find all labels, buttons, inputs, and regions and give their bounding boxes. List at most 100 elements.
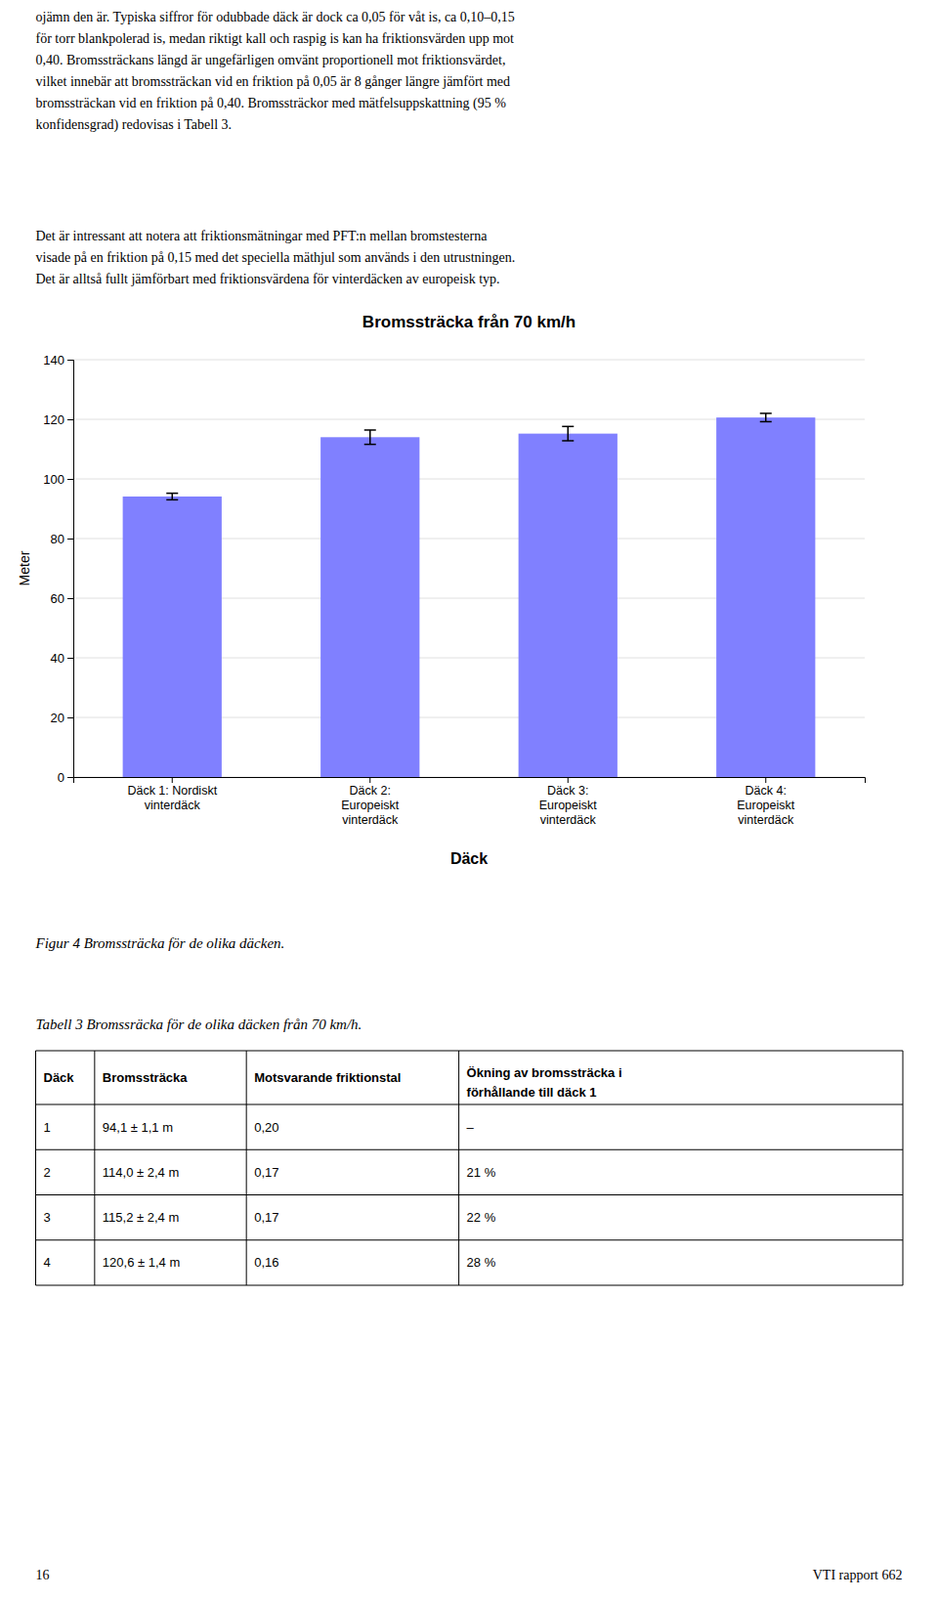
tick: 60 [50,591,74,606]
error-bar-cap [760,412,772,415]
error-bar-cap [561,439,574,442]
paragraph-line: bromssträckan vid en friktion på 0,40. B… [36,95,508,112]
table-cell: 115,2 ± 2,4 m [102,1209,179,1225]
table-cell: 21 % [467,1164,497,1180]
bar-chart: 0 20 40 60 80 100 120 140 Däck 1: Nordisktvinter… [16,352,866,867]
tick-mark [67,717,74,719]
table-cell: 114,0 ± 2,4 m [102,1164,179,1180]
bar [518,433,618,777]
tick-label: 20 [50,710,65,725]
error-bar-cap [760,421,772,424]
error-bar-cap [364,428,377,431]
table-rule [36,1149,904,1151]
paragraph-line: Det är alltså fullt jämförbart med frikt… [36,271,501,287]
tick-label-line: Däck 2: [349,783,391,798]
tick-mark [369,776,371,783]
table-header: Motsvarande friktionstal [254,1069,401,1085]
error-bar [760,413,772,423]
tick: 140 [42,352,74,368]
footer-right: VTI rapport 662 [812,1567,903,1582]
tick-label: 120 [42,412,65,427]
tick-label-line: Europeiskt [341,798,400,812]
tick-label-line: Europeiskt [736,798,796,812]
error-bar-stem [171,493,174,501]
table-header: Ökning av bromssträcka iförhållande till… [467,1065,623,1100]
paragraph-line: för torr blankpolerad is, medan riktigt … [36,31,515,46]
tick: 0 [57,769,74,785]
paragraph-line: ojämn den är. Typiska siffror för odubba… [36,9,515,25]
table-rule [246,1050,248,1285]
tick: Däck 1: Nordisktvinterdäck [127,776,217,812]
tick-mark [67,478,74,480]
tick-mark [67,776,74,778]
error-bar-cap [364,443,377,446]
tick-label: Däck 2:Europeisktvinterdäck [341,783,400,827]
bar [716,417,815,777]
table-cell: 0,17 [254,1209,279,1225]
tick-mark [567,776,569,783]
tick-mark [67,657,74,659]
table-cell: 0,20 [254,1119,279,1135]
tick-label: Däck 1: Nordisktvinterdäck [127,783,217,812]
tick: 120 [42,412,74,427]
tick-label-line: Däck 3: [547,783,589,798]
axis-line [74,777,866,784]
page-text-mid: Det är intressant att notera att friktio… [36,228,516,287]
tick-label: 40 [50,650,65,666]
tick-label-line: Däck 1: Nordiskt [127,783,217,798]
tick: 20 [50,710,74,725]
table-cell: 0,16 [254,1254,279,1270]
page: ojämn den är. Typiska siffror för odubba… [0,0,938,1600]
table-rule [35,1050,37,1285]
table-cell: 1 [43,1119,51,1135]
table-rule [458,1050,460,1285]
footer-left: 16 [36,1567,50,1582]
error-bar [561,426,574,441]
error-bar-stem [765,413,768,423]
table-rule [36,1238,904,1240]
error-bar [364,429,377,445]
paragraph-line: visade på en friktion på 0,15 med det sp… [36,250,516,265]
table-cell: 2 [43,1164,51,1180]
error-bar-cap [166,499,178,502]
tick-label: 140 [42,352,65,368]
tick-label: Däck 4:Europeisktvinterdäck [736,783,796,827]
table-cell: 22 % [467,1209,497,1225]
table-header: Däck [43,1069,76,1085]
bar [320,436,420,777]
axis-line [67,360,75,778]
paragraph-line: 0,40. Bromssträckans längd är ungefärlig… [36,52,507,68]
tick-mark [765,776,767,783]
x-axis: Däck 1: NordisktvinterdäckDäck 2:Europei… [74,776,866,827]
chart-title: Bromssträcka från 70 km/h [362,312,576,332]
table-caption: Tabell 3 Bromssräcka för de olika däcken… [36,1016,363,1032]
tick-mark [67,359,74,361]
tick: Däck 2:Europeisktvinterdäck [341,776,400,827]
table-cell: 4 [43,1254,51,1270]
tick: 100 [42,471,74,487]
figure-caption: Figur 4 Bromssträcka för de olika däcken… [35,935,286,951]
page-text-top: ojämn den är. Typiska siffror för odubba… [36,9,515,133]
table-rule [902,1050,904,1285]
error-bar-cap [561,426,574,428]
y-axis-title: Meter [16,550,33,586]
tick-label: 100 [42,471,65,487]
error-bar-cap [166,492,178,495]
tick-mark [171,776,173,783]
tick: 40 [50,650,74,666]
table-cell: 94,1 ± 1,1 m [102,1119,173,1135]
tick-label: 80 [50,531,65,547]
y-axis: 0 20 40 60 80 100 120 140 [42,352,74,785]
tick: Däck 3:Europeisktvinterdäck [539,776,598,827]
table-rule [93,1050,95,1285]
tick-label-line: vinterdäck [144,798,202,812]
table-rule [36,1104,904,1106]
table-rule [36,1284,904,1286]
table-cell: 120,6 ± 1,4 m [102,1254,180,1270]
table-cell: 3 [43,1209,51,1225]
table-rule [36,1193,904,1195]
tick: 80 [50,531,74,547]
x-axis-title: Däck [450,850,488,867]
paragraph-line: konfidensgrad) redovisas i Tabell 3. [36,117,233,133]
table-cell: 0,17 [254,1164,279,1180]
